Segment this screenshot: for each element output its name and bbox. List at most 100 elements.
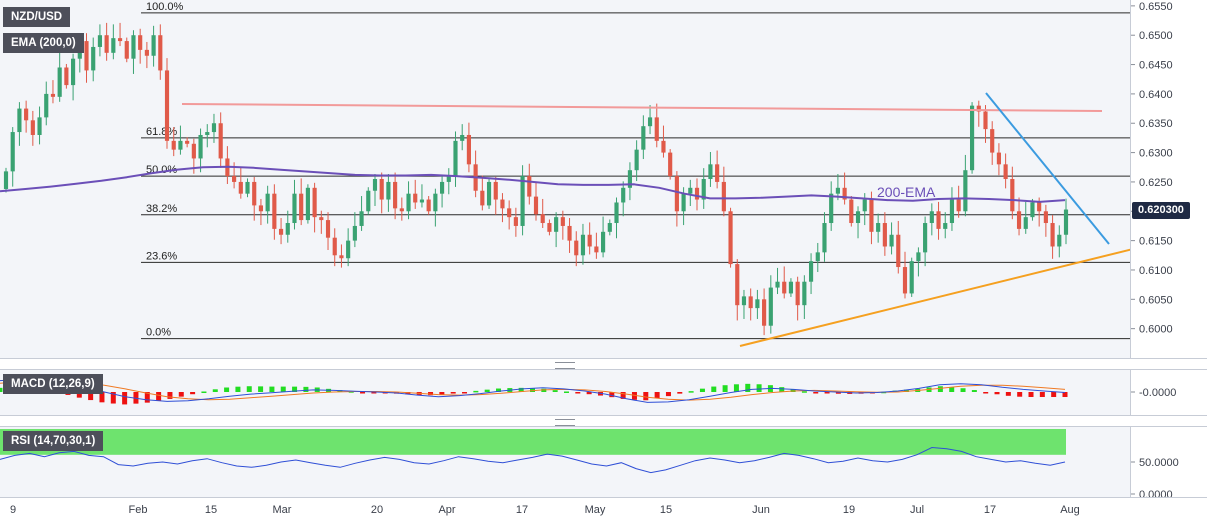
macd-histogram-bar [949,387,955,392]
candle-body [312,187,317,218]
candle-body [413,193,418,203]
candle-body [37,117,42,135]
macd-histogram-bar [586,392,592,395]
candle-body [339,255,344,259]
macd-histogram-bar [167,392,173,399]
candle-body [433,193,438,212]
candle-body [527,176,532,197]
candle-body [480,190,485,206]
candle-body [1016,211,1022,229]
candle-body [869,199,874,232]
macd-histogram-bar [1028,392,1034,397]
candle-body [359,211,364,226]
macd-histogram-bar [110,392,116,404]
macd-histogram-bar [462,392,468,394]
candle-body [560,217,565,226]
candle-body [117,38,123,42]
macd-histogram-bar [1039,392,1045,397]
macd-histogram-bar [643,392,649,401]
candle-body [211,123,217,133]
candle-body [936,211,941,229]
candle-body [178,140,183,150]
candle-body [735,264,740,306]
candle-body [788,281,794,294]
x-tick-label: 17 [984,504,996,516]
candle-body [976,105,981,112]
candle-body [554,217,559,232]
candle-body [916,252,921,262]
x-tick-label: 20 [371,504,383,516]
macd-histogram-bar [178,392,184,397]
ema-indicator-label[interactable]: EMA (200,0) [3,33,84,53]
candle-body [822,223,827,253]
resize-grip-icon[interactable] [555,419,575,426]
macd-histogram-bar [280,386,286,392]
candle-body [158,35,163,71]
macd-histogram-bar [1005,392,1011,396]
candle-body [835,187,840,194]
price-axis-ticks: 0.6550 0.6500 0.6450 0.6400 0.6350 0.6300 0.62… [1131,1,1173,336]
rsi-axis[interactable]: 50.0000 0.0000 [1130,427,1207,497]
candle-body [842,187,847,200]
macd-histogram-bar [665,392,671,397]
candle-body [218,123,223,159]
pane-divider[interactable] [0,415,1207,427]
candle-body [728,211,733,265]
candle-body [715,164,720,182]
candle-body [1003,164,1008,179]
macd-histogram-bar [677,392,683,394]
macd-histogram-bar [450,392,456,394]
candle-body [305,187,310,221]
price-axis[interactable]: 0.6550 0.6500 0.6450 0.6400 0.6350 0.6300 0.62… [1130,0,1207,358]
candle-body [621,187,626,203]
candle-body [694,187,700,200]
y-tick-label: 0.6400 [1139,89,1173,101]
candle-body [138,35,143,50]
macd-axis[interactable]: -0.0000 [1130,370,1207,415]
macd-histogram-bar [88,392,94,401]
rsi-indicator-label[interactable]: RSI (14,70,30,1) [3,431,104,451]
macd-histogram-bar [76,392,82,398]
candle-body [889,234,894,247]
candle-body [876,223,881,232]
candle-body [104,35,109,53]
candle-body [346,240,351,259]
macd-histogram-bar [144,392,150,403]
fib-level-label: 0.0% [146,327,171,339]
price-chart: 100.0%61.8%50.0%38.2%23.6%0.0%200-EMA [0,1,1130,347]
candle-body [567,225,572,241]
macd-histogram-bar [99,392,105,403]
pane-divider[interactable] [0,358,1207,370]
candle-body [325,220,331,238]
candle-body [574,240,579,256]
candle-body [232,176,237,182]
macd-indicator-label[interactable]: MACD (12,26,9) [3,374,103,394]
x-tick-label: 19 [843,504,855,516]
candle-body [668,152,673,177]
macd-histogram-bar [303,386,309,392]
candle-body [44,93,49,118]
candle-body [634,149,639,171]
candle-body [84,41,89,71]
macd-pane[interactable]: MACD (12,26,9) [0,370,1130,415]
resize-grip-icon[interactable] [555,362,575,369]
macd-histogram-bar [530,388,535,392]
candle-body [500,199,505,209]
x-tick-label: 15 [660,504,672,516]
rsi-pane[interactable]: RSI (14,70,30,1) [0,427,1130,497]
candle-body [829,193,834,224]
candle-body [594,246,599,253]
price-chart-pane[interactable]: 100.0% 61.8% 50.0% 38.2% 23.6% 0.0% 200-EMA NZ… [0,0,1130,358]
candle-body [1063,209,1069,235]
candle-body [929,211,934,224]
candle-body [1050,223,1055,247]
macd-histogram-bar [711,386,717,392]
macd-histogram-bar [1062,392,1068,397]
candle-body [252,181,257,206]
candle-body [923,223,928,253]
macd-histogram-bar [235,386,241,392]
candle-body [701,179,706,200]
fib-level-label: 100.0% [146,1,184,13]
time-axis[interactable]: 9 Feb 15 Mar 20 Apr 17 May 15 Jun 19 Jul 17 Aug [0,497,1207,522]
macd-histogram-bar [575,392,581,394]
